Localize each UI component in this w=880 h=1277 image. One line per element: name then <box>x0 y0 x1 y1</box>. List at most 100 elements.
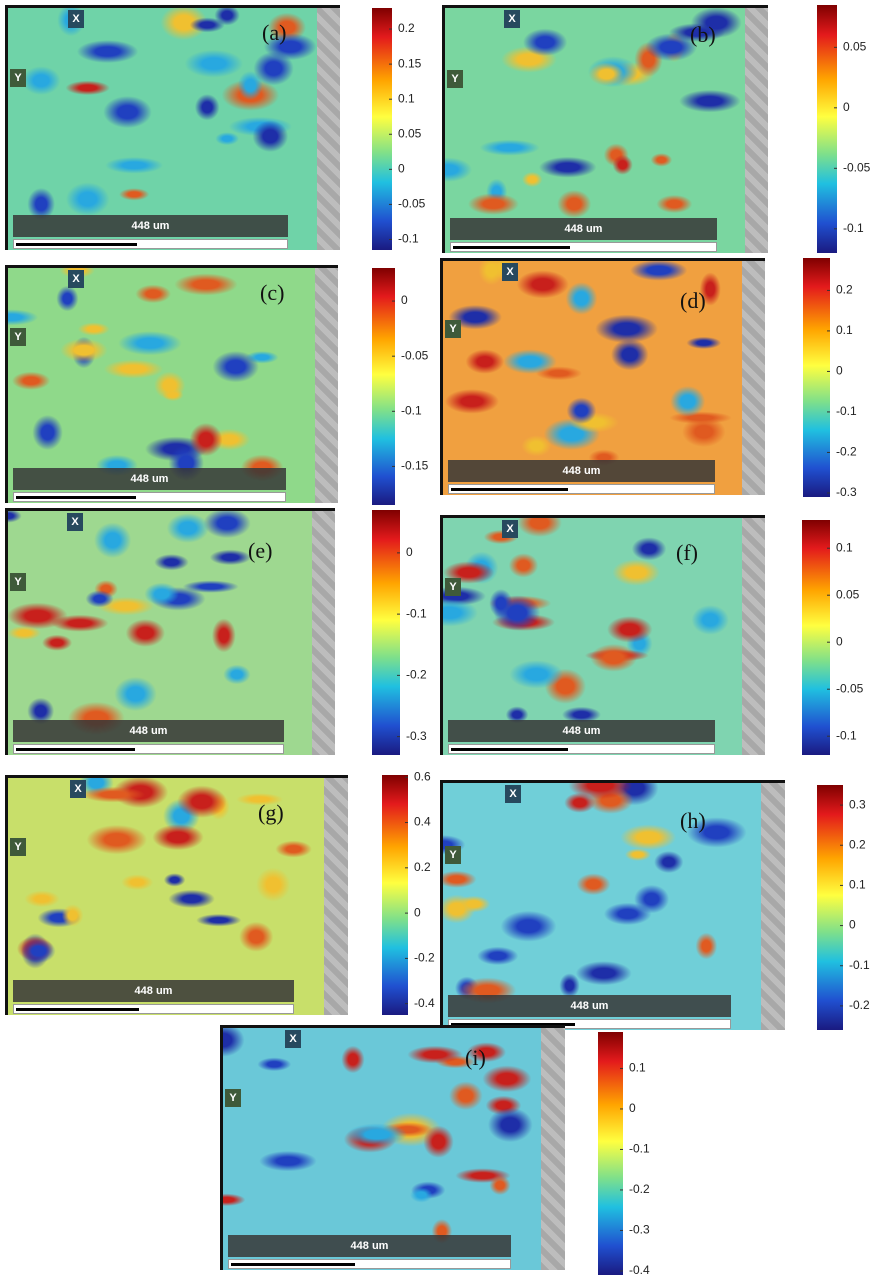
colorbar-tick-label: -0.2 <box>414 951 435 965</box>
colorbar-fill <box>372 268 395 505</box>
scale-band: 448 um <box>13 468 286 490</box>
colorbar-tick-label: -0.4 <box>414 996 435 1010</box>
colorbar-tick-label: -0.3 <box>629 1223 650 1237</box>
scale-bar <box>451 488 568 491</box>
strain-map: X Y 448 um <box>5 775 348 1015</box>
colorbar-tick-label: 0 <box>836 634 843 648</box>
panel-label: (b) <box>690 22 716 48</box>
colorbar-tick-label: -0.1 <box>836 728 857 742</box>
scale-band: 448 um <box>448 995 731 1017</box>
grain-edge <box>742 518 765 755</box>
colorbar-tick-label: -0.1 <box>836 404 857 418</box>
scale-bar <box>231 1263 355 1266</box>
colorbar: 0.10-0.1-0.2-0.3-0.4 <box>598 1032 673 1275</box>
colorbar-tick-label: -0.1 <box>398 232 419 246</box>
colorbar: 0.20.10-0.1-0.2-0.3 <box>803 258 880 497</box>
colorbar-tick-label: 0.15 <box>398 56 422 70</box>
colorbar-fill <box>802 520 830 755</box>
colorbar-tick-label: -0.1 <box>629 1142 650 1156</box>
x-axis-badge: X <box>505 785 521 803</box>
colorbar-tick-label: 0.05 <box>398 126 422 140</box>
colorbar-fill <box>372 510 400 755</box>
colorbar-tick-label: 0.1 <box>836 323 853 337</box>
grain-edge <box>745 8 768 253</box>
x-axis-badge: X <box>68 10 84 28</box>
y-axis-badge: Y <box>10 328 26 346</box>
colorbar-tick-label: -0.3 <box>406 729 427 743</box>
colorbar-tick-label: 0.2 <box>849 837 866 851</box>
panel-label: (g) <box>258 800 284 826</box>
panel-label: (d) <box>680 288 706 314</box>
colorbar-fill <box>598 1032 623 1275</box>
scale-bar <box>16 243 137 246</box>
colorbar-tick-label: -0.05 <box>836 681 864 695</box>
y-axis-badge: Y <box>10 69 26 87</box>
colorbar-tick-label: -0.15 <box>401 459 429 473</box>
scale-bar <box>16 496 136 499</box>
scale-band: 448 um <box>448 460 715 482</box>
scale-band: 448 um <box>13 215 288 237</box>
grain-edge <box>315 268 338 503</box>
y-axis-badge: Y <box>445 578 461 596</box>
scale-strip <box>448 484 715 494</box>
colorbar-tick-label: -0.1 <box>406 606 427 620</box>
colorbar-tick-label: 0 <box>843 100 850 114</box>
colorbar-tick-label: 0 <box>406 545 413 559</box>
y-axis-badge: Y <box>10 838 26 856</box>
scale-band: 448 um <box>228 1235 511 1257</box>
scale-strip <box>13 1004 294 1014</box>
colorbar-fill <box>382 775 408 1015</box>
colorbar-tick-label: 0 <box>849 918 856 932</box>
scale-bar <box>453 246 570 249</box>
scale-band: 448 um <box>448 720 715 742</box>
colorbar-tick-label: -0.2 <box>406 668 427 682</box>
x-axis-badge: X <box>68 270 84 288</box>
x-axis-badge: X <box>67 513 83 531</box>
colorbar-tick-label: 0.05 <box>836 587 860 601</box>
colorbar-tick-label: 0 <box>398 162 405 176</box>
panel-label: (c) <box>260 280 284 306</box>
grain-edge <box>317 8 340 250</box>
strain-map: XY448 um <box>5 508 335 755</box>
y-axis-badge: Y <box>447 70 463 88</box>
panel-label: (a) <box>262 20 286 46</box>
colorbar-fill <box>817 785 843 1030</box>
colorbar-tick-label: 0 <box>629 1101 636 1115</box>
x-axis-badge: X <box>70 780 86 798</box>
colorbar-tick-label: 0.2 <box>414 860 431 874</box>
colorbar-tick-label: -0.2 <box>629 1182 650 1196</box>
colorbar-tick-label: -0.1 <box>843 221 864 235</box>
colorbar-tick-label: 0 <box>414 905 421 919</box>
colorbar: 0.20.150.10.050-0.05-0.1 <box>372 8 442 250</box>
scale-strip <box>13 744 284 754</box>
y-axis-badge: Y <box>225 1089 241 1107</box>
scale-bar <box>451 748 568 751</box>
colorbar-tick-label: -0.1 <box>849 958 870 972</box>
scale-bar <box>16 1008 139 1011</box>
colorbar-tick-label: 0.2 <box>836 283 853 297</box>
colorbar-tick-label: 0.3 <box>849 797 866 811</box>
scale-band: 448 um <box>13 980 294 1002</box>
x-axis-badge: X <box>502 263 518 281</box>
panel-label: (h) <box>680 808 706 834</box>
scale-strip <box>13 492 286 502</box>
scale-band: 448 um <box>13 720 284 742</box>
colorbar-tick-label: 0.05 <box>843 40 867 54</box>
grain-edge <box>742 261 765 495</box>
colorbar-tick-label: 0.1 <box>629 1061 646 1075</box>
strain-map: X Y 448 um <box>5 5 340 250</box>
grain-edge <box>324 778 348 1015</box>
panel-label: (f) <box>676 540 698 566</box>
scale-strip <box>450 242 717 252</box>
grain-edge <box>312 511 335 755</box>
colorbar: 0.050-0.05-0.1 <box>817 5 880 253</box>
colorbar-tick-label: -0.05 <box>401 348 429 362</box>
colorbar-tick-label: -0.2 <box>849 998 870 1012</box>
x-axis-badge: X <box>504 10 520 28</box>
scale-strip <box>448 744 715 754</box>
colorbar: 0-0.05-0.1-0.15 <box>372 268 445 505</box>
